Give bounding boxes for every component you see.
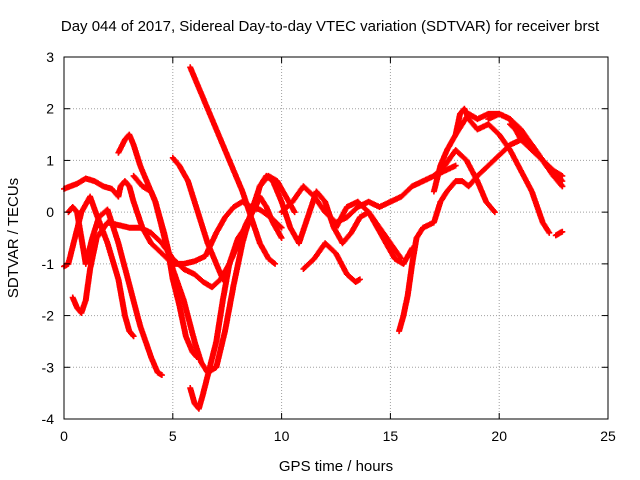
series-Q (452, 105, 553, 236)
series-I (187, 64, 279, 267)
series-markers (430, 147, 498, 216)
series-markers (300, 240, 363, 285)
y-tick-label: -4 (42, 411, 55, 427)
series-markers (452, 105, 553, 236)
y-tick-label: 2 (46, 101, 54, 117)
series-L (300, 240, 363, 285)
series-P (430, 147, 498, 216)
series-markers (187, 219, 252, 412)
x-tick-label: 15 (383, 428, 399, 444)
y-tick-label: -1 (42, 256, 55, 272)
chart-title: Day 044 of 2017, Sidereal Day-to-day VTE… (61, 18, 600, 35)
y-tick-label: 3 (46, 49, 54, 65)
plot-frame (63, 56, 609, 420)
x-tick-label: 25 (600, 428, 616, 444)
series-H (187, 219, 252, 412)
y-tick-label: 0 (46, 204, 54, 220)
y-tick-label: -3 (42, 359, 55, 375)
y-tick-label: -2 (42, 308, 55, 324)
series-markers (130, 172, 200, 360)
data-points (61, 64, 566, 412)
series-S (507, 121, 566, 179)
x-tick-label: 20 (491, 428, 507, 444)
series-markers (552, 228, 566, 239)
series-F (130, 172, 200, 360)
x-axis-label: GPS time / hours (279, 458, 393, 475)
y-axis-label: SDTVAR / TECUs (5, 178, 22, 298)
series-markers (187, 64, 279, 267)
series-T (552, 228, 566, 239)
x-tick-label: 5 (169, 428, 177, 444)
series-markers (507, 121, 566, 179)
y-tick-label: 1 (46, 152, 54, 168)
series-markers (333, 198, 405, 262)
x-tick-label: 0 (60, 428, 68, 444)
series-M (333, 198, 405, 262)
axis-ticks: 0 5 10 15 20 25 -4 -3 -2 -1 0 1 2 3 (42, 49, 616, 444)
x-tick-label: 10 (274, 428, 290, 444)
